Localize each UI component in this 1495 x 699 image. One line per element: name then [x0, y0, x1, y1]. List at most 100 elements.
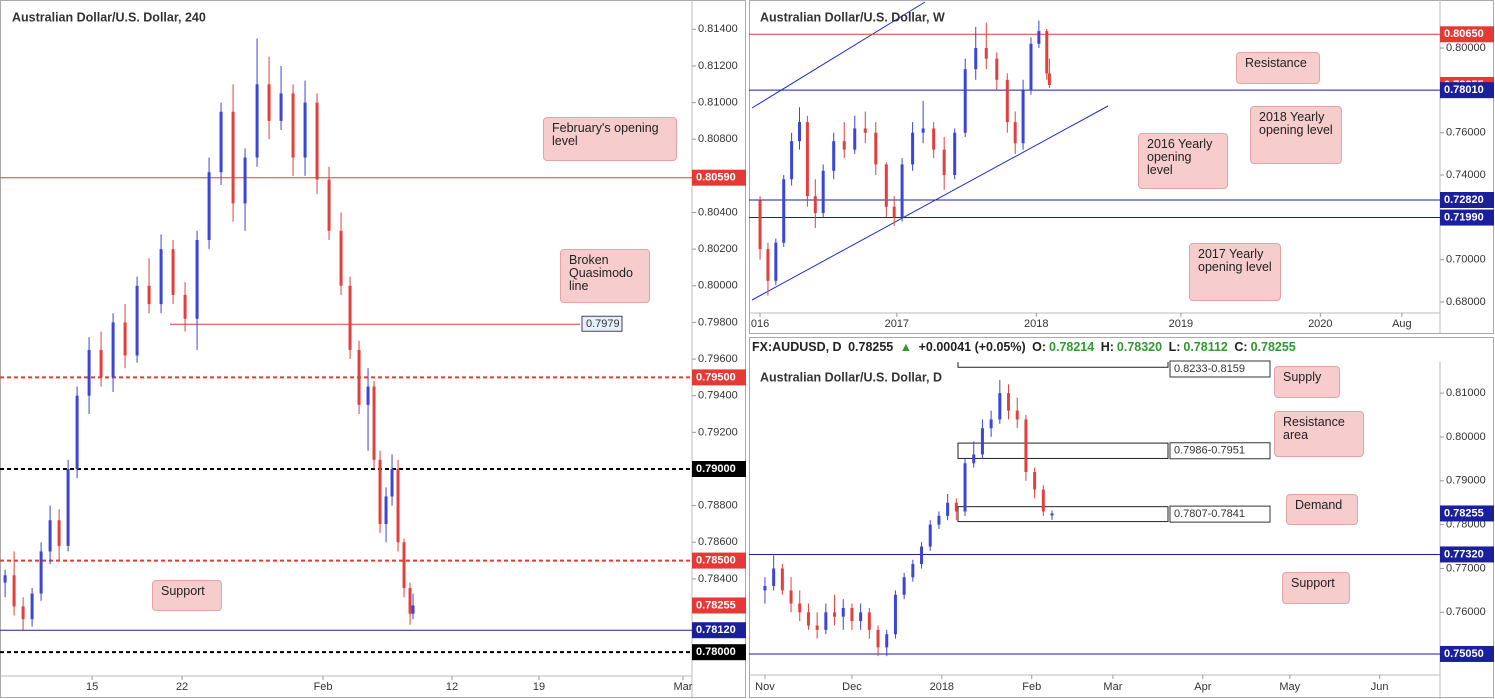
candle-body	[892, 206, 896, 218]
candle-body	[1024, 419, 1028, 473]
candle-body	[207, 172, 211, 240]
level-label-box	[692, 552, 746, 569]
candle-body	[772, 568, 776, 587]
zone-label: 0.7807-0.7841	[1174, 508, 1245, 520]
x-tick-label: Nov	[755, 681, 775, 693]
candle-body	[30, 593, 34, 620]
level-label: 0.78255	[1444, 507, 1484, 519]
y-tick-label: 0.81200	[698, 60, 738, 72]
candle-body	[942, 149, 946, 176]
chart-title: Australian Dollar/U.S. Dollar, W	[760, 10, 945, 24]
level-label: 0.78500	[696, 554, 736, 566]
y-tick-label: 0.80400	[698, 206, 738, 218]
x-tick-label: 2018	[930, 681, 954, 693]
level-label-box	[1440, 209, 1494, 226]
candle-body	[1050, 513, 1054, 516]
x-tick-label: May	[1279, 681, 1300, 693]
candle-body	[984, 48, 988, 59]
x-tick-label: Mar	[674, 681, 693, 693]
level-label-box	[692, 369, 746, 386]
candle-body	[963, 463, 967, 512]
level-label: 0.78255	[696, 599, 736, 611]
zone-label-box	[1169, 505, 1271, 523]
candle-body	[995, 58, 999, 80]
candle-body	[874, 132, 878, 165]
candle-body	[1037, 31, 1041, 44]
level-label-box	[1440, 505, 1494, 522]
y-tick-label: 0.80000	[1446, 42, 1486, 54]
zone-label-box	[1169, 442, 1271, 460]
y-tick-label: 0.77000	[1446, 562, 1486, 574]
candle-body	[303, 102, 307, 158]
marker-label-box	[581, 315, 623, 332]
ohlc-value: 0.78320	[1116, 340, 1163, 354]
y-tick-label: 0.79600	[698, 353, 738, 365]
candle-body	[1047, 73, 1051, 85]
candle-body	[408, 588, 412, 614]
candle-body	[782, 179, 786, 243]
callout: Supply	[1274, 366, 1340, 398]
level-label-box	[1440, 191, 1494, 208]
y-tick-label: 0.80200	[698, 243, 738, 255]
level-label: 0.79500	[696, 371, 736, 383]
y-tick-label: 0.79000	[1446, 475, 1486, 487]
chart-title: Australian Dollar/U.S. Dollar, 240	[12, 10, 206, 24]
candle-body	[87, 349, 91, 396]
candle-body	[920, 546, 924, 565]
level-label: 0.71990	[1444, 211, 1484, 223]
level-label-box	[692, 597, 746, 614]
candle-body	[159, 249, 163, 305]
callout: 2017 Yearly opening level	[1189, 243, 1281, 301]
callout: February's opening level	[543, 117, 677, 161]
ohlc-value: 0.78112	[1183, 340, 1228, 354]
symbol: FX:AUDUSD, D	[752, 340, 842, 354]
candle-body	[1013, 122, 1017, 144]
x-tick-label: 016	[751, 318, 769, 330]
y-tick-label: 0.78400	[698, 573, 738, 585]
level-label-box	[692, 644, 746, 661]
candle-body	[766, 249, 770, 281]
candle-body	[863, 128, 867, 133]
candle-body	[876, 629, 880, 648]
panel-border	[0, 0, 746, 698]
candle-body	[279, 93, 283, 121]
candle-body	[396, 468, 400, 543]
level-label: 0.72820	[1444, 194, 1484, 206]
callout: Demand	[1286, 494, 1358, 525]
x-tick-label: Apr	[1194, 681, 1211, 693]
candle-body	[1033, 472, 1037, 490]
level-label: 0.78000	[696, 646, 736, 658]
candle-body	[1007, 393, 1011, 411]
candle-body	[267, 84, 271, 121]
plot-area	[749, 20, 1440, 296]
candle-body	[900, 164, 904, 218]
candle-body	[805, 122, 809, 197]
candle-body	[963, 69, 967, 133]
x-tick-label: Feb	[1022, 681, 1041, 693]
candle-body	[390, 468, 394, 497]
x-tick-label: Mar	[1103, 681, 1122, 693]
candle-body	[1029, 43, 1033, 91]
candle-body	[885, 634, 889, 648]
candle-body	[135, 285, 139, 356]
level-label: 0.78010	[1444, 84, 1484, 96]
y-tick-label: 0.78800	[698, 500, 738, 512]
candle-body	[972, 454, 976, 464]
x-tick-label: 12	[446, 681, 458, 693]
candle-body	[928, 524, 932, 547]
candle-body	[884, 164, 888, 207]
ohlc-value: 0.78214	[1049, 340, 1095, 354]
candle-body	[780, 568, 784, 591]
x-tick-label: Dec	[842, 681, 862, 693]
ohlc-value: 0.78255	[1250, 340, 1296, 354]
ohlc-key: O:	[1032, 340, 1047, 354]
level-label-box	[1440, 26, 1494, 43]
panel-border	[749, 337, 1494, 698]
candle-body	[932, 128, 936, 150]
level-label: 0.80650	[1444, 28, 1484, 40]
zone-label: 0.7986-0.7951	[1174, 445, 1245, 457]
y-tick-label: 0.81400	[698, 23, 738, 35]
channel-line	[751, 105, 1109, 301]
level-label: 0.77320	[1444, 548, 1484, 560]
level-label-box	[692, 460, 746, 477]
